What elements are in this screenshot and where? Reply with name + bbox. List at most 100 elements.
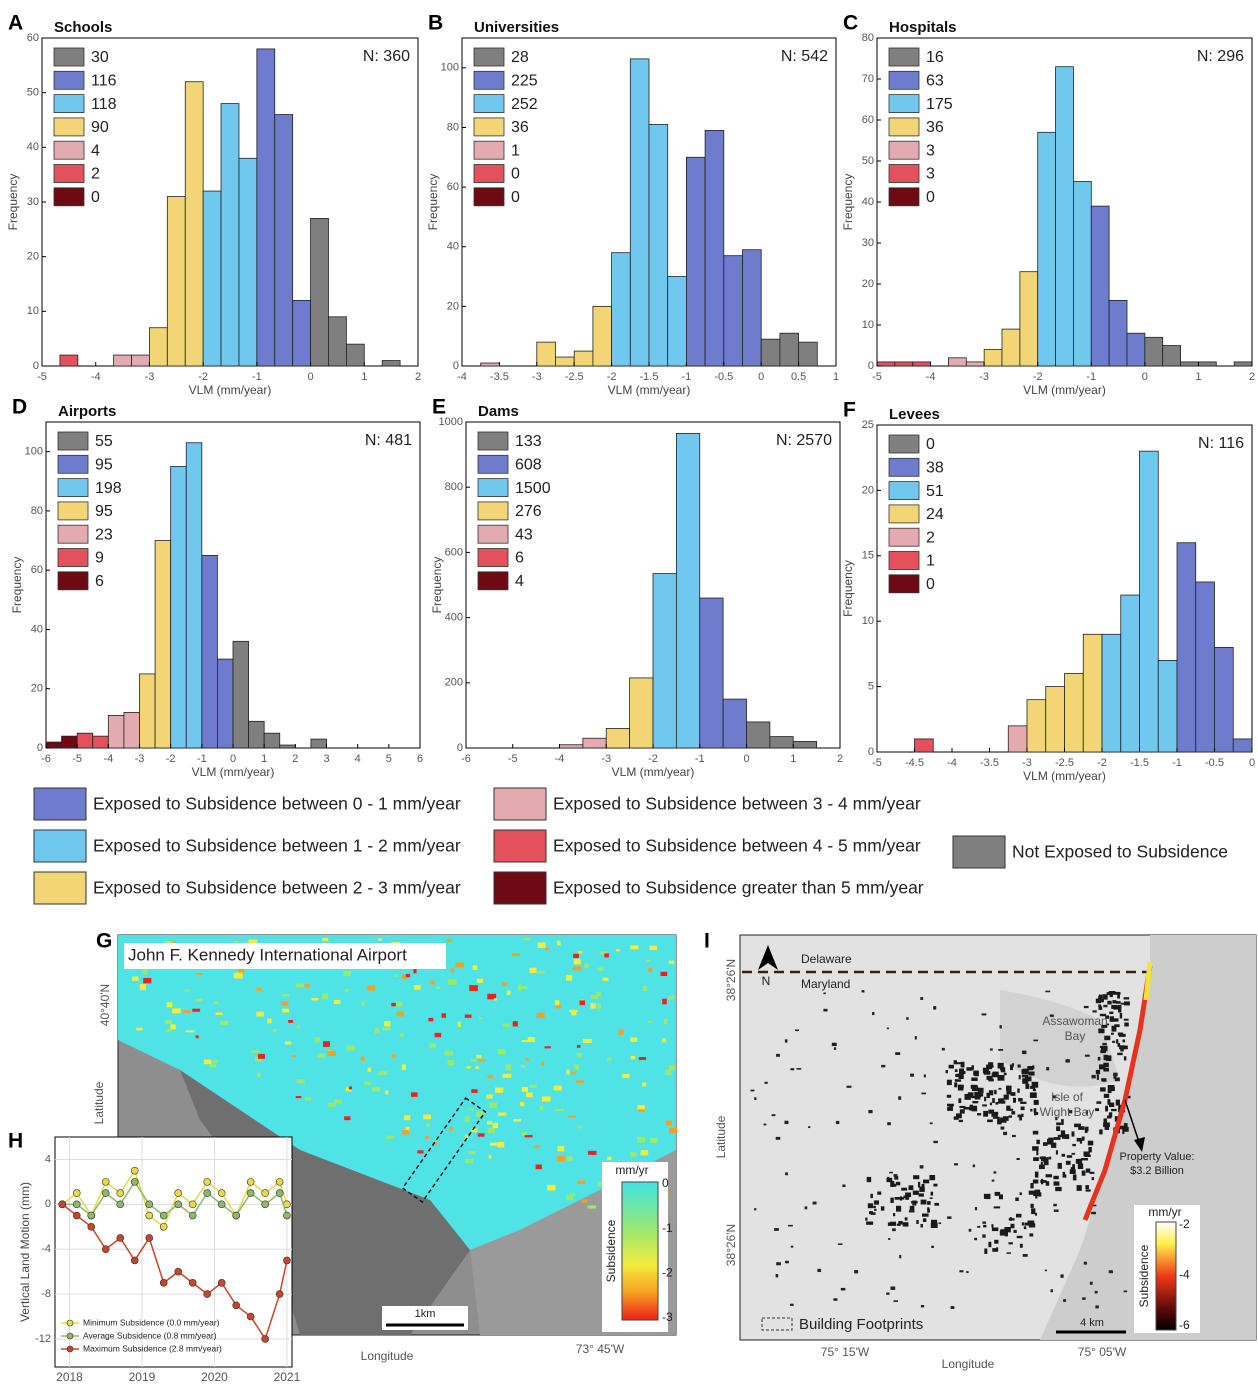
annotation: Property Value: [1119, 1151, 1194, 1163]
colorbar-label: Subsidence [1137, 1244, 1151, 1307]
building [1009, 1108, 1014, 1111]
speckle [411, 1092, 418, 1097]
speckle [446, 938, 452, 943]
series-point [174, 1189, 183, 1197]
building [986, 1075, 993, 1080]
x-tick-label: 2 [837, 753, 843, 765]
legend-count: 28 [511, 49, 529, 66]
speckle [668, 995, 675, 1000]
legend-swatch [53, 117, 85, 137]
bar [201, 554, 218, 749]
legend-count: 36 [926, 119, 944, 136]
building [1055, 1186, 1062, 1192]
north-label: N [762, 974, 771, 988]
building [1028, 1071, 1035, 1076]
speckle [630, 1152, 637, 1157]
building [790, 1068, 795, 1071]
speckle [213, 1059, 218, 1064]
lat-label: Latitude [714, 1115, 728, 1158]
bar [131, 354, 150, 367]
speckle [327, 1102, 336, 1107]
building [1089, 1171, 1095, 1174]
x-tick-label: -6 [461, 753, 471, 765]
building [1085, 1189, 1091, 1192]
building [988, 1109, 995, 1114]
building [899, 1254, 902, 1259]
speckle [450, 968, 454, 973]
speckle [464, 1134, 468, 1141]
y-axis-label: Frequency [841, 174, 855, 231]
legend-count: 0 [511, 166, 520, 183]
speckle [637, 1136, 646, 1143]
building [1085, 1168, 1091, 1173]
legend-swatch [33, 829, 87, 863]
building [912, 1190, 919, 1195]
bar [149, 327, 168, 367]
bar [686, 156, 706, 367]
speckle [573, 959, 581, 965]
building [1089, 1281, 1093, 1285]
bar [704, 130, 725, 367]
legend-count: 225 [511, 73, 538, 90]
building [1006, 1252, 1011, 1254]
speckle [566, 1156, 573, 1162]
speckle [423, 1114, 431, 1120]
building [785, 1172, 788, 1176]
lat-tick: 40°40'N [98, 984, 112, 1026]
building [1044, 1269, 1047, 1272]
x-tick-label: 1 [361, 371, 367, 383]
building [1053, 1175, 1059, 1180]
speckle [184, 989, 190, 992]
legend-swatch [888, 47, 920, 67]
building [1085, 1126, 1089, 1132]
building [902, 1222, 909, 1227]
bar [652, 573, 677, 749]
x-tick-label: 0 [758, 371, 764, 383]
building [1057, 1162, 1062, 1169]
building [1061, 1153, 1066, 1157]
building [1013, 1229, 1017, 1233]
speckle [572, 966, 582, 971]
building [1033, 1192, 1039, 1197]
legend-label: Exposed to Subsidence between 1 - 2 mm/y… [93, 836, 461, 856]
bar [1144, 336, 1164, 367]
building [972, 1164, 976, 1168]
speckle [545, 948, 549, 951]
legend-swatch [57, 478, 89, 498]
speckle [495, 1087, 504, 1093]
building [880, 1206, 885, 1211]
building [1084, 1054, 1090, 1057]
speckle [665, 1069, 672, 1076]
bar [1001, 328, 1021, 367]
building [959, 1109, 965, 1114]
speckle [143, 978, 152, 984]
legend-label: Minimum Subsidence (0.0 mm/year) [83, 1317, 220, 1327]
building [1025, 1083, 1030, 1089]
speckle [524, 1058, 529, 1061]
building [1099, 1046, 1104, 1049]
building [998, 1087, 1002, 1090]
building [1095, 1305, 1099, 1309]
building [1112, 1000, 1117, 1004]
building [977, 1113, 982, 1116]
bar [238, 157, 258, 367]
panel-title: Schools [54, 19, 112, 36]
speckle [577, 1180, 586, 1185]
legend-swatch [493, 871, 547, 905]
y-tick-label: 20 [27, 251, 39, 263]
building [1077, 1163, 1084, 1170]
building [1034, 1189, 1041, 1194]
speckle [662, 1038, 666, 1043]
building [1032, 1130, 1039, 1135]
legend-count: 3 [926, 166, 935, 183]
speckle [477, 1133, 485, 1137]
building [959, 1085, 964, 1088]
building [754, 1208, 757, 1211]
building [1107, 1099, 1111, 1105]
building [905, 1192, 912, 1198]
y-tick-label: 80 [862, 32, 874, 44]
building [1107, 1000, 1112, 1005]
building [968, 1228, 972, 1232]
series-point [159, 1211, 168, 1220]
building [1035, 1196, 1038, 1199]
